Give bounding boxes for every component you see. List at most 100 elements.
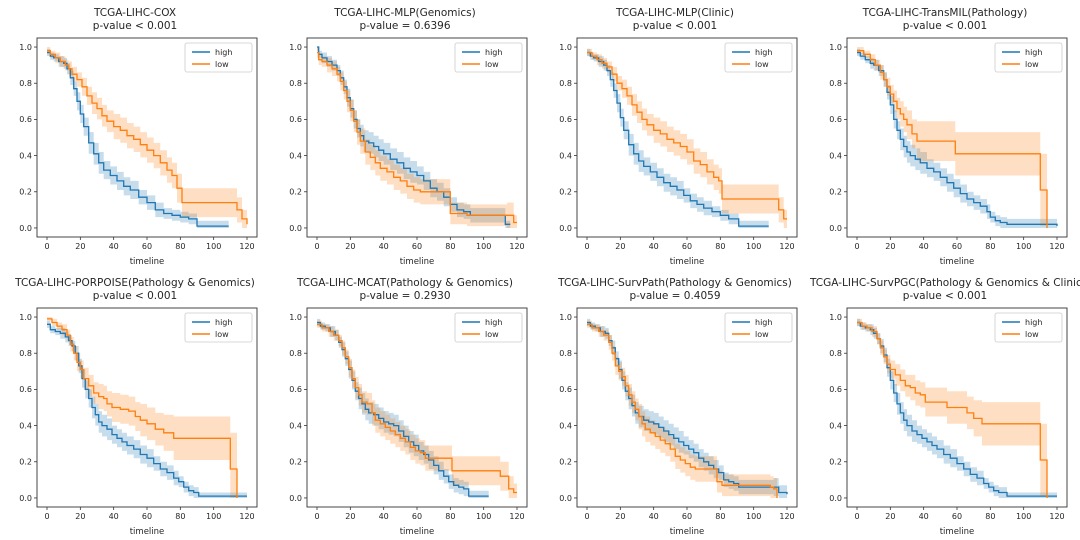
km-chart: 0 20 40 60 80 100 120 0.0 0.2 0.4 0.6 0.8 1.0 timelin… [829,307,1068,537]
x-tick-label: 60 [682,512,692,521]
km-chart: 0 20 40 60 80 100 120 0.0 0.2 0.4 0.6 0.8 1.0 timelin… [289,307,528,537]
km-chart: 0 20 40 60 80 100 120 0.0 0.2 0.4 0.6 0.8 1.0 timelin… [559,307,798,537]
x-tick-label: 20 [615,242,625,251]
km-chart: 0 20 40 60 80 100 120 0.0 0.2 0.4 0.6 0.8 1.0 timelin… [19,37,258,267]
km-subplot-mcat: TCGA-LIHC-MCAT(Pathology & Genomics) p-va… [270,270,540,540]
y-tick-label: 0.6 [289,385,302,394]
y-tick-label: 1.0 [559,313,572,322]
legend-box [724,312,793,343]
legend-box [724,42,793,73]
legend-label-low: low [485,330,499,339]
km-subplot-transmil-pathology: TCGA-LIHC-TransMIL(Pathology) p-value < 0… [810,0,1080,270]
x-tick-label: 100 [1016,242,1031,251]
low-confidence-band [317,320,517,499]
km-chart: 0 20 40 60 80 100 120 0.0 0.2 0.4 0.6 0.8 1.0 timelin… [559,37,798,267]
y-tick-label: 0.2 [289,188,302,197]
x-tick-label: 40 [649,512,659,521]
x-tick-label: 0 [314,242,319,251]
high-survival-line [47,52,229,227]
y-tick-label: 0.8 [19,79,32,88]
y-tick-label: 0.6 [19,115,32,124]
y-tick-label: 0.6 [289,115,302,124]
y-tick-label: 0.4 [19,152,32,161]
x-axis-label: timeline [670,527,705,537]
y-tick-label: 0.8 [829,349,842,358]
y-tick-label: 0.2 [559,188,572,197]
x-axis-label: timeline [400,257,435,267]
x-axis-label: timeline [940,527,975,537]
subplot-title: TCGA-LIHC-SurvPGC(Pathology & Genomics &… [810,277,1080,289]
x-tick-label: 120 [239,512,254,521]
low-survival-line [587,323,778,499]
x-tick-label: 20 [615,512,625,521]
high-confidence-band [587,49,769,229]
x-tick-label: 80 [445,512,455,521]
y-tick-label: 0.2 [289,458,302,467]
km-chart: 0 20 40 60 80 100 120 0.0 0.2 0.4 0.6 0.8 1.0 timelin… [289,37,528,267]
y-tick-label: 0.2 [19,188,32,197]
high-confidence-band [47,320,247,499]
x-tick-label: 100 [476,512,491,521]
km-subplot-mlp-clinic: TCGA-LIHC-MLP(Clinic) p-value < 0.001 0 20 4… [540,0,810,270]
x-tick-label: 100 [206,242,221,251]
legend-label-high: high [485,318,502,327]
y-tick-label: 0.8 [829,79,842,88]
y-tick-label: 0.6 [559,115,572,124]
x-tick-label: 100 [746,512,761,521]
low-survival-line [857,322,1048,499]
low-survival-line [317,52,517,224]
y-tick-label: 0.8 [559,79,572,88]
y-tick-label: 0.2 [829,188,842,197]
subplot-pvalue: p-value < 0.001 [632,20,718,33]
low-confidence-band [857,319,1047,499]
high-confidence-band [587,319,787,499]
y-tick-label: 0.4 [559,422,572,431]
y-tick-label: 0.2 [829,458,842,467]
legend-box [454,42,523,73]
x-tick-label: 20 [345,512,355,521]
x-tick-label: 120 [509,512,524,521]
legend-label-high: high [755,48,772,57]
subplot-title: TCGA-LIHC-PORPOISE(Pathology & Genomics) [15,277,255,289]
subplot-pvalue: p-value = 0.6396 [359,20,451,33]
km-subplot-survpath: TCGA-LIHC-SurvPath(Pathology & Genomics)… [540,270,810,540]
km-subplot-survpgc: TCGA-LIHC-SurvPGC(Pathology & Genomics &… [810,270,1080,540]
legend-label-high: high [1025,318,1042,327]
legend-box [994,42,1063,73]
x-tick-label: 60 [682,242,692,251]
x-tick-label: 80 [445,242,455,251]
x-tick-label: 120 [779,242,794,251]
y-tick-label: 0.8 [289,349,302,358]
low-survival-line [317,323,517,494]
subplot-title: TCGA-LIHC-COX [93,7,177,19]
subplot-pvalue: p-value < 0.001 [902,20,988,33]
low-confidence-band [857,47,1047,229]
y-tick-label: 0.2 [19,458,32,467]
y-tick-label: 1.0 [829,313,842,322]
km-chart: 0 20 40 60 80 100 120 0.0 0.2 0.4 0.6 0.8 1.0 timelin… [829,37,1068,267]
y-tick-label: 0.8 [19,349,32,358]
y-tick-label: 0.0 [559,224,572,233]
x-tick-label: 20 [345,242,355,251]
high-confidence-band [317,47,511,229]
x-axis-label: timeline [940,257,975,267]
x-tick-label: 40 [109,242,119,251]
km-subplot-porpoise: TCGA-LIHC-PORPOISE(Pathology & Genomics)… [0,270,270,540]
legend-label-low: low [755,60,769,69]
subplot-pvalue: p-value < 0.001 [902,290,988,303]
legend-label-low: low [485,60,499,69]
x-axis-label: timeline [400,527,435,537]
x-tick-label: 20 [885,512,895,521]
y-tick-label: 0.0 [289,494,302,503]
x-tick-label: 60 [142,512,152,521]
y-tick-label: 0.6 [829,115,842,124]
y-tick-label: 1.0 [19,43,32,52]
x-tick-label: 120 [779,512,794,521]
x-tick-label: 0 [584,242,589,251]
x-tick-label: 20 [75,242,85,251]
high-confidence-band [317,319,489,499]
x-tick-label: 20 [75,512,85,521]
high-survival-line [47,323,247,497]
x-tick-label: 100 [206,512,221,521]
